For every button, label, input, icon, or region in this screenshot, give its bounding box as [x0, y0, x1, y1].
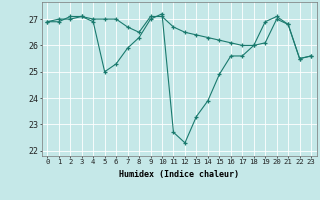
X-axis label: Humidex (Indice chaleur): Humidex (Indice chaleur) [119, 170, 239, 179]
